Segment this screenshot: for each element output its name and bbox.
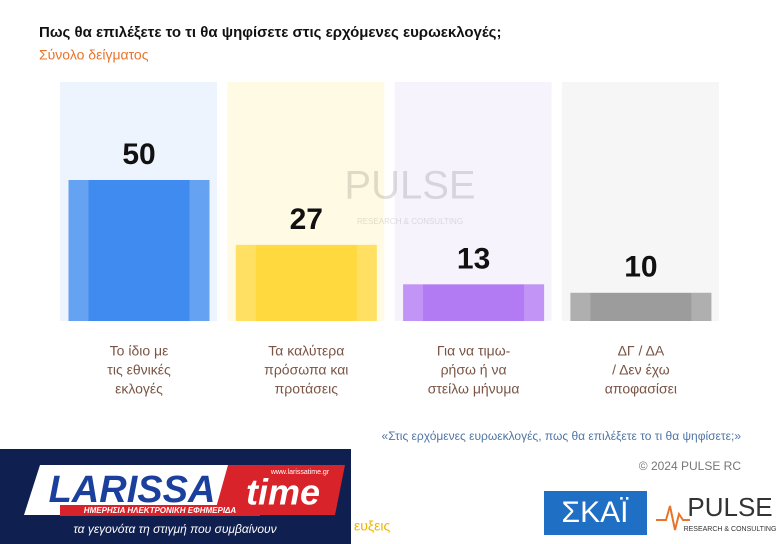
x-tick-label: / Δεν έχω xyxy=(612,362,670,378)
bar-body xyxy=(235,244,377,321)
watermark-sub: RESEARCH & CONSULTING xyxy=(357,217,463,226)
pulse-logo: PULSE RESEARCH & CONSULTING xyxy=(656,492,776,533)
x-tick-label: εκλογές xyxy=(115,381,163,397)
logo-shape xyxy=(214,465,345,515)
logo-slogan: τα γεγονότα τη στιγμή που συμβαίνουν xyxy=(73,522,276,536)
bar-edge xyxy=(189,180,210,321)
bar-edge xyxy=(235,244,256,321)
chart-subtitle: Σύνολο δείγματος xyxy=(39,47,149,63)
value-label: 27 xyxy=(290,203,323,236)
logo-text: RESEARCH & CONSULTING xyxy=(684,526,777,533)
x-tick-label: τις εθνικές xyxy=(107,362,171,378)
column-bg xyxy=(561,82,719,321)
bar-body xyxy=(68,180,210,321)
source-note: «Στις ερχόμενες ευρωεκλογές, πως θα επιλ… xyxy=(382,429,742,443)
watermark: PULSE xyxy=(344,164,475,208)
partial-text: ευξεις xyxy=(354,518,391,534)
value-label: 10 xyxy=(624,251,657,284)
logo-text: PULSE xyxy=(687,492,772,522)
bar-edge xyxy=(524,284,545,321)
x-tick-label: πρόσωπα και xyxy=(264,362,348,378)
value-label: 13 xyxy=(457,242,490,275)
bar xyxy=(68,180,210,321)
logo-shape xyxy=(24,465,250,515)
bar xyxy=(235,244,377,321)
bar-edge xyxy=(356,244,377,321)
x-tick-label: ρήσω ή να xyxy=(441,362,507,378)
column-bg xyxy=(394,82,552,321)
bar xyxy=(403,284,545,321)
chart-title: Πως θα επιλέξετε το τι θα ψηφίσετε στις … xyxy=(39,24,501,41)
x-tick-label: ΔΓ / ΔΑ xyxy=(618,343,665,359)
logo-text: LARISSA xyxy=(49,469,216,511)
bar-body xyxy=(570,292,712,321)
logo-bg xyxy=(544,491,647,535)
x-tick-label: στείλω μήνυμα xyxy=(428,381,520,397)
backgrounds xyxy=(60,82,719,321)
value-label: 50 xyxy=(122,138,155,171)
logo-band xyxy=(60,505,260,516)
x-tick-label: Για να τιμω- xyxy=(437,343,511,359)
logo-text: ΗΜΕΡΗΣΙΑ ΗΛΕΚΤΡΟΝΙΚΗ ΕΦΗΜΕΡΙΔΑ xyxy=(84,506,237,515)
skai-logo: ΣΚΑΪ xyxy=(544,491,647,535)
bar-edge xyxy=(691,292,712,321)
copyright: © 2024 PULSE RC xyxy=(639,459,742,473)
x-tick-label: Τα καλύτερα xyxy=(268,343,344,359)
bar-body xyxy=(403,284,545,321)
x-tick-label: αποφασίσει xyxy=(605,381,677,397)
bar-edge xyxy=(570,292,591,321)
logo-icon xyxy=(656,505,690,531)
logo-text: ΣΚΑΪ xyxy=(562,496,630,529)
x-tick-label: προτάσεις xyxy=(275,381,339,397)
bar-edge xyxy=(403,284,424,321)
x-tick-label: Το ίδιο με xyxy=(110,343,169,359)
bar-edge xyxy=(68,180,89,321)
larissa-logo: LARISSA time www.larissatime.gr ΗΜΕΡΗΣΙΑ… xyxy=(0,449,351,544)
logo-url: www.larissatime.gr xyxy=(270,469,330,476)
bar xyxy=(570,292,712,321)
